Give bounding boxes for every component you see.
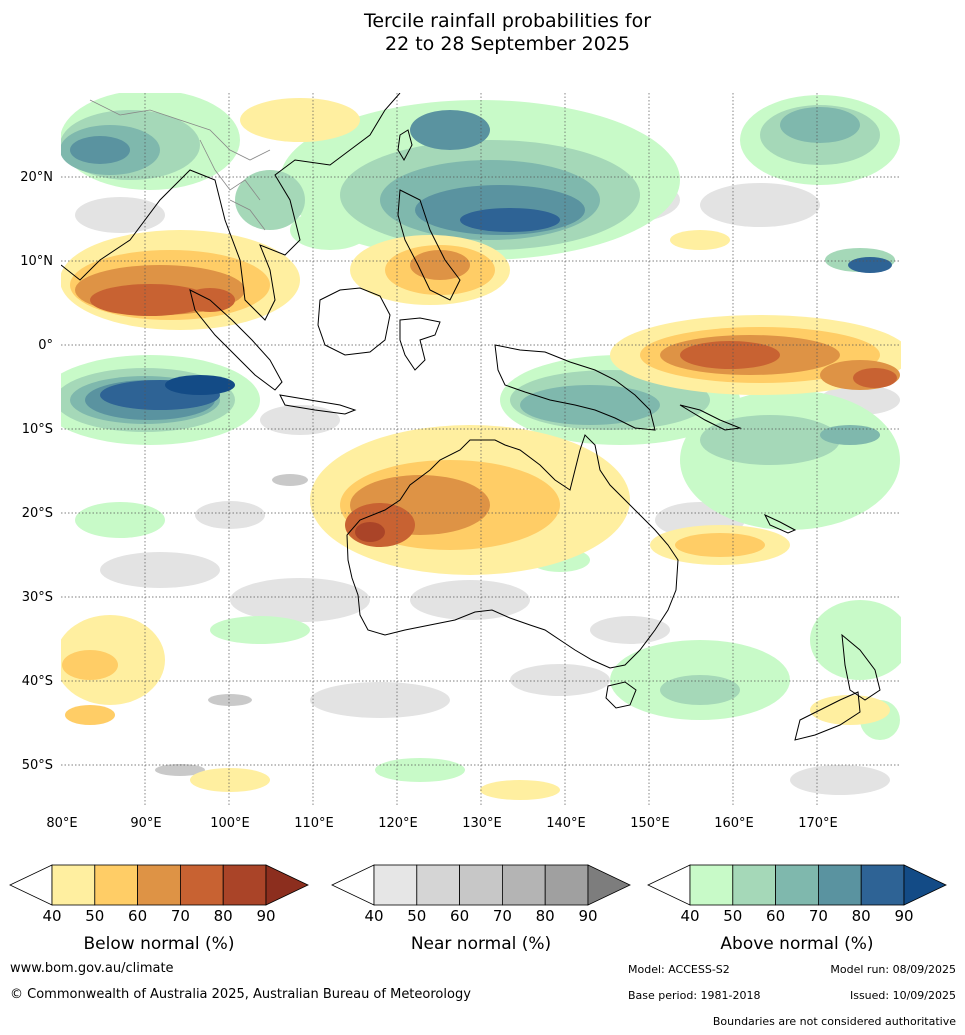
lon-label: 160°E bbox=[714, 816, 754, 831]
colorbar-tick-label: 90 bbox=[894, 907, 913, 925]
lat-label: 20°S bbox=[22, 506, 53, 521]
colorbar-bin bbox=[860, 864, 905, 906]
probability-map bbox=[61, 93, 901, 806]
solomon-islands-coastline bbox=[679, 404, 742, 431]
map-title: Tercile rainfall probabilities for 22 to… bbox=[0, 10, 965, 56]
lon-label: 150°E bbox=[630, 816, 670, 831]
colorbar-caption: Below normal (%) bbox=[84, 934, 235, 954]
colorbar-bin bbox=[179, 864, 224, 906]
colorbar-tick-label: 80 bbox=[536, 907, 555, 925]
colorbar-tick-label: 60 bbox=[766, 907, 785, 925]
asia-mainland-coastline bbox=[61, 93, 401, 321]
lat-label: 0° bbox=[38, 338, 53, 353]
model-run-date: Model run: 08/09/2025 bbox=[830, 963, 956, 976]
lat-label: 50°S bbox=[22, 758, 53, 773]
colorbar-tick-label: 50 bbox=[407, 907, 426, 925]
colorbar-tick-label: 60 bbox=[128, 907, 147, 925]
philippines-coastline bbox=[397, 189, 461, 301]
colorbar-tick-label: 70 bbox=[171, 907, 190, 925]
colorbar-max-extension bbox=[903, 864, 947, 906]
java-coastline bbox=[279, 394, 357, 415]
near-normal-regions bbox=[75, 175, 900, 795]
below-normal-80 bbox=[355, 522, 385, 542]
sulawesi-coastline bbox=[399, 317, 441, 371]
country-boundaries bbox=[89, 99, 271, 231]
new-caledonia-coastline bbox=[763, 513, 797, 534]
new-guinea-coastline bbox=[494, 344, 656, 431]
colorbar-caption: Near normal (%) bbox=[411, 934, 551, 954]
lat-label: 40°S bbox=[22, 674, 53, 689]
colorbar-bin bbox=[51, 864, 96, 906]
colorbar-tick-label: 60 bbox=[450, 907, 469, 925]
lon-label: 100°E bbox=[210, 816, 250, 831]
colorbar-tick-label: 70 bbox=[809, 907, 828, 925]
colorbar-bin bbox=[373, 864, 418, 906]
colorbar-tick-label: 90 bbox=[578, 907, 597, 925]
colorbar-min-extension bbox=[647, 864, 691, 906]
lat-label: 10°S bbox=[22, 422, 53, 437]
longitude-labels: 80°E 90°E 100°E 110°E 120°E 130°E 140°E … bbox=[46, 816, 837, 831]
tasmania-coastline bbox=[605, 681, 637, 709]
colorbar-tick-label: 80 bbox=[852, 907, 871, 925]
colorbar-bin bbox=[689, 864, 734, 906]
colorbar-bin bbox=[818, 864, 862, 906]
colorbar-near: 40 50 60 70 80 90 Near normal (%) bbox=[331, 864, 631, 954]
lon-label: 140°E bbox=[546, 816, 586, 831]
colorbar-bin bbox=[775, 864, 819, 906]
colorbar-max-extension bbox=[587, 864, 631, 906]
base-period: Base period: 1981-2018 bbox=[628, 989, 761, 1002]
colorbar-below: 40 50 60 70 80 90 Below normal (%) bbox=[9, 864, 309, 954]
colorbar-tick-label: 40 bbox=[364, 907, 383, 925]
colorbar-caption: Above normal (%) bbox=[720, 934, 873, 954]
colorbar-bin bbox=[501, 864, 546, 906]
lon-label: 120°E bbox=[378, 816, 418, 831]
nz-south-coastline bbox=[794, 691, 861, 741]
nz-north-coastline bbox=[841, 633, 881, 701]
lon-label: 170°E bbox=[798, 816, 838, 831]
title-line-1: Tercile rainfall probabilities for bbox=[363, 10, 652, 32]
colorbar-tick-label: 80 bbox=[214, 907, 233, 925]
colorbar-tick-label: 90 bbox=[256, 907, 275, 925]
boundaries-disclaimer: Boundaries are not considered authoritat… bbox=[712, 1015, 956, 1028]
colorbar-bin bbox=[544, 864, 589, 906]
issued-date: Issued: 10/09/2025 bbox=[849, 989, 956, 1002]
title-line-2: 22 to 28 September 2025 bbox=[385, 33, 630, 55]
colorbar-min-extension bbox=[9, 864, 53, 906]
colorbars: 40 50 60 70 80 90 Below normal (%) 40 50 60 70 80 90… bbox=[9, 864, 947, 954]
borneo-coastline bbox=[317, 287, 391, 356]
taiwan-coastline bbox=[397, 129, 413, 162]
colorbar-max-extension bbox=[265, 864, 309, 906]
lat-label: 30°S bbox=[22, 590, 53, 605]
colorbar-min-extension bbox=[331, 864, 375, 906]
colorbar-tick-label: 40 bbox=[42, 907, 61, 925]
lon-label: 90°E bbox=[130, 816, 161, 831]
colorbar-bin bbox=[416, 864, 460, 906]
latitude-labels: 20°N 10°N 0° 10°S 20°S 30°S 40°S 50°S bbox=[20, 170, 53, 773]
copyright-text: © Commonwealth of Australia 2025, Austra… bbox=[10, 987, 471, 1002]
graticule bbox=[61, 93, 901, 806]
model-name: Model: ACCESS-S2 bbox=[628, 963, 730, 976]
australia-coastline bbox=[346, 434, 679, 669]
website-link[interactable]: www.bom.gov.au/climate bbox=[10, 961, 174, 976]
colorbar-bin bbox=[459, 864, 503, 906]
sumatra-coastline bbox=[189, 289, 283, 391]
colorbar-tick-label: 50 bbox=[723, 907, 742, 925]
lat-label: 20°N bbox=[20, 170, 53, 185]
lat-label: 10°N bbox=[20, 254, 53, 269]
coastlines bbox=[61, 93, 881, 741]
colorbar-bin bbox=[94, 864, 139, 906]
lon-label: 110°E bbox=[294, 816, 334, 831]
colorbar-tick-label: 40 bbox=[680, 907, 699, 925]
colorbar-bin bbox=[732, 864, 776, 906]
colorbar-tick-label: 70 bbox=[493, 907, 512, 925]
lon-label: 80°E bbox=[46, 816, 77, 831]
colorbar-bin bbox=[222, 864, 267, 906]
colorbar-bin bbox=[137, 864, 181, 906]
lon-label: 130°E bbox=[462, 816, 502, 831]
above-normal-90 bbox=[165, 375, 235, 395]
colorbar-above: 40 50 60 70 80 90 Above normal (%) bbox=[647, 864, 947, 954]
colorbar-tick-label: 50 bbox=[85, 907, 104, 925]
